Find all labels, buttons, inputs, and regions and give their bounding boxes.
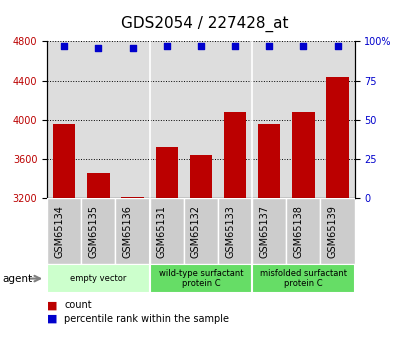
- Bar: [218, 198, 252, 264]
- Point: [95, 45, 101, 50]
- Text: GSM65135: GSM65135: [88, 205, 98, 258]
- Text: misfolded surfactant
protein C: misfolded surfactant protein C: [259, 269, 346, 288]
- Bar: [258, 124, 280, 198]
- Bar: [189, 155, 211, 198]
- Bar: [81, 198, 115, 264]
- Text: ■: ■: [47, 300, 61, 310]
- Point: [129, 45, 135, 50]
- Bar: [223, 112, 245, 198]
- Text: GSM65138: GSM65138: [293, 205, 303, 258]
- Point: [231, 43, 238, 49]
- Text: percentile rank within the sample: percentile rank within the sample: [64, 314, 229, 324]
- Point: [197, 43, 204, 49]
- Bar: [252, 264, 354, 293]
- Text: empty vector: empty vector: [70, 274, 126, 283]
- Point: [265, 43, 272, 49]
- Text: count: count: [64, 300, 92, 310]
- Bar: [292, 112, 314, 198]
- Text: GDS2054 / 227428_at: GDS2054 / 227428_at: [121, 16, 288, 32]
- Text: GSM65133: GSM65133: [225, 205, 234, 258]
- Point: [163, 43, 170, 49]
- Bar: [183, 198, 218, 264]
- Bar: [47, 264, 149, 293]
- Bar: [149, 264, 252, 293]
- Text: agent: agent: [2, 274, 32, 284]
- Text: GSM65131: GSM65131: [156, 205, 166, 258]
- Bar: [115, 198, 149, 264]
- Text: wild-type surfactant
protein C: wild-type surfactant protein C: [158, 269, 243, 288]
- Text: GSM65134: GSM65134: [54, 205, 64, 258]
- Bar: [320, 198, 354, 264]
- Bar: [252, 198, 285, 264]
- Point: [61, 43, 67, 49]
- Bar: [47, 198, 81, 264]
- Text: GSM65139: GSM65139: [327, 205, 337, 258]
- Bar: [87, 173, 109, 198]
- Bar: [121, 197, 143, 198]
- Bar: [285, 198, 320, 264]
- Text: GSM65137: GSM65137: [258, 205, 269, 258]
- Bar: [155, 147, 178, 198]
- Point: [333, 43, 340, 49]
- Point: [299, 43, 306, 49]
- Bar: [53, 124, 75, 198]
- Bar: [326, 77, 348, 198]
- Text: GSM65132: GSM65132: [191, 205, 200, 258]
- Bar: [149, 198, 183, 264]
- Text: ■: ■: [47, 314, 61, 324]
- Text: GSM65136: GSM65136: [122, 205, 132, 258]
